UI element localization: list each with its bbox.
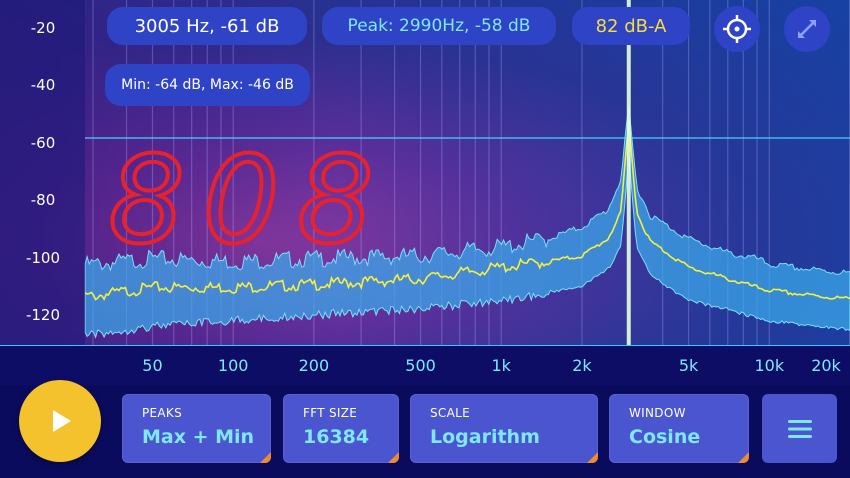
annotation-text: 808 <box>108 132 391 271</box>
minmax-readout[interactable]: Min: -64 dB, Max: -46 dB <box>105 64 310 106</box>
dropdown-corner-icon <box>260 452 271 463</box>
dropdown-corner-icon <box>388 452 399 463</box>
x-tick-label: 20k <box>811 356 841 375</box>
y-axis-labels: -20 -40 -60 -80 -100 -120 <box>0 0 85 345</box>
marker-layer <box>626 0 631 345</box>
scale-value: Logarithm <box>430 426 540 448</box>
x-tick-label: 100 <box>217 356 249 375</box>
peak-readout[interactable]: Peak: 2990Hz, -58 dB <box>322 7 556 45</box>
play-icon <box>53 410 71 432</box>
peaks-control[interactable]: PEAKS Max + Min <box>122 394 271 463</box>
fft-size-control[interactable]: FFT SIZE 16384 <box>283 394 399 463</box>
x-tick-label: 5k <box>678 356 699 375</box>
minmax-band <box>84 105 850 339</box>
hamburger-menu-icon <box>787 419 812 438</box>
dropdown-corner-icon <box>738 452 749 463</box>
y-tick-label: -40 <box>30 76 56 95</box>
y-tick-label: -60 <box>30 133 56 152</box>
handwritten-annotation: 808 <box>106 130 391 273</box>
band-layer <box>84 105 850 339</box>
y-tick-label: -100 <box>25 248 61 267</box>
y-tick-label: -120 <box>25 306 61 325</box>
x-tick-label: 1k <box>491 356 511 375</box>
spectrum-chart[interactable]: 808 <box>0 0 850 345</box>
dropdown-corner-icon <box>587 452 598 463</box>
peak-marker-line <box>626 0 631 345</box>
peaks-value: Max + Min <box>142 426 255 448</box>
target-button[interactable] <box>714 6 760 52</box>
y-tick-label: -80 <box>30 191 56 210</box>
line-layer <box>84 119 850 301</box>
play-button[interactable] <box>19 380 101 462</box>
cursor-readout[interactable]: 3005 Hz, -61 dB <box>107 7 307 45</box>
x-tick-label: 10k <box>754 356 785 375</box>
level-readout[interactable]: 82 dB-A <box>572 7 690 45</box>
peaks-caption: PEAKS <box>142 406 183 420</box>
window-value: Cosine <box>629 426 701 448</box>
y-tick-label: -20 <box>30 18 56 37</box>
expand-button[interactable] <box>784 6 830 52</box>
fft-size-caption: FFT SIZE <box>303 406 358 420</box>
x-tick-label: 200 <box>298 356 330 375</box>
x-tick-label: 50 <box>142 356 163 375</box>
x-tick-label: 2k <box>572 356 592 375</box>
average-spectrum-line <box>84 119 850 301</box>
crosshair-icon <box>723 15 751 43</box>
scale-caption: SCALE <box>430 406 470 420</box>
x-axis-labels: 50 100 200 500 1k 2k 5k 10k 20k <box>0 345 850 385</box>
window-control[interactable]: WINDOW Cosine <box>609 394 749 463</box>
expand-icon <box>798 20 816 38</box>
fft-size-value: 16384 <box>303 426 370 448</box>
x-tick-label: 500 <box>405 356 436 375</box>
scale-control[interactable]: SCALE Logarithm <box>410 394 598 463</box>
window-caption: WINDOW <box>629 406 686 420</box>
menu-button[interactable] <box>762 394 837 463</box>
